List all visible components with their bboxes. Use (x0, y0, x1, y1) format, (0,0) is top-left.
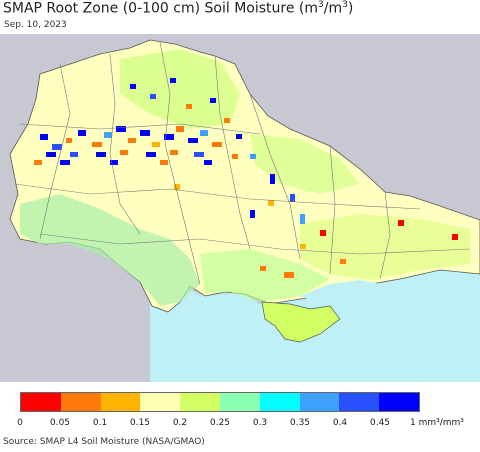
legend-swatch (100, 393, 141, 411)
legend-unit-label: 1 mm³/mm³ (410, 418, 464, 428)
azov-sea (300, 280, 380, 304)
legend-swatch (60, 393, 101, 411)
green-zone-south (200, 249, 330, 302)
dry-spots (174, 184, 458, 278)
legend-tick-label: 0.35 (289, 418, 311, 428)
legend-swatch (339, 393, 380, 411)
oblast-boundaries (14, 41, 471, 285)
wet-spots-east (250, 174, 305, 224)
green-zone-north (120, 49, 240, 129)
legend-tick-label: 0.25 (209, 418, 231, 428)
legend-ticks: 0 0.05 0.1 0.15 0.2 0.25 0.3 0.35 0.4 0.45 1 mm³/m… (17, 418, 480, 430)
legend-swatch (180, 393, 220, 411)
green-zone-southwest (20, 194, 200, 306)
legend-tick-label: 0.1 (92, 418, 108, 428)
source-credit: Source: SMAP L4 Soil Moisture (NASA/GMAO… (3, 437, 205, 447)
legend-tick-label: 0.45 (369, 418, 391, 428)
legend-tick-label: 0 (17, 418, 23, 428)
legend-tick-label: 0.2 (172, 418, 188, 428)
map-date: Sep. 10, 2023 (4, 20, 67, 30)
legend-swatch (379, 393, 419, 411)
wet-band-northwest (34, 78, 256, 165)
crimea (261, 301, 341, 343)
legend-swatch (140, 393, 181, 411)
legend-swatch (259, 393, 300, 411)
legend-tick-label: 0.15 (129, 418, 151, 428)
legend-swatch (299, 393, 340, 411)
legend-swatch (219, 393, 260, 411)
legend-tick-label: 0.05 (49, 418, 71, 428)
green-zone-northeast (250, 134, 360, 194)
legend-tick-label: 0.3 (252, 418, 268, 428)
legend-tick-label: 0.4 (332, 418, 348, 428)
legend-swatch (21, 393, 61, 411)
soil-moisture-map (0, 34, 480, 382)
legend-colorbar (20, 392, 420, 412)
map-title: SMAP Root Zone (0-100 cm) Soil Moisture … (3, 0, 354, 17)
